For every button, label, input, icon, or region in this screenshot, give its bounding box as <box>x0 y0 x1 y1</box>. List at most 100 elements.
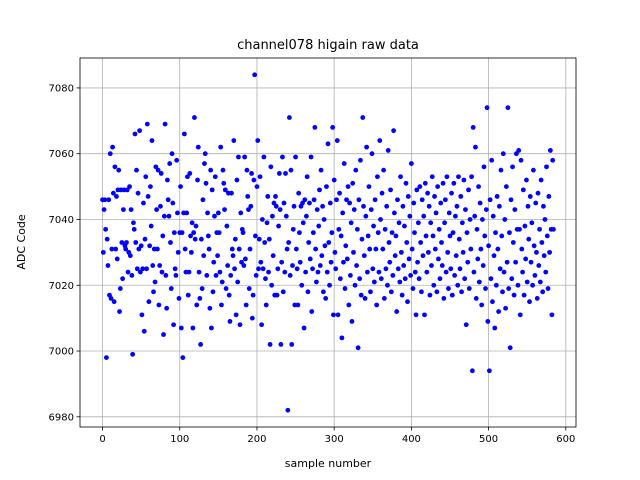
data-point <box>220 167 226 173</box>
data-point <box>435 184 441 189</box>
data-point <box>377 138 383 143</box>
data-point <box>392 210 397 216</box>
data-point <box>109 246 115 252</box>
y-tick-label: 7000 <box>49 347 74 358</box>
data-point <box>317 187 322 193</box>
data-point <box>116 167 122 173</box>
data-point <box>510 240 516 245</box>
data-point <box>155 167 161 173</box>
data-point <box>405 194 411 199</box>
data-point <box>240 230 246 236</box>
data-point <box>499 233 505 239</box>
data-point <box>172 266 178 272</box>
data-point <box>192 236 198 242</box>
data-point <box>340 210 346 216</box>
data-point <box>189 220 195 226</box>
data-point <box>550 157 556 163</box>
data-point <box>533 200 539 206</box>
data-point <box>242 154 248 160</box>
data-point <box>146 299 152 305</box>
x-tick-label: 200 <box>247 434 266 445</box>
data-point <box>510 164 515 170</box>
data-point <box>204 272 210 278</box>
data-point <box>113 246 119 252</box>
data-point <box>297 259 303 265</box>
data-point <box>324 269 330 275</box>
data-point <box>433 210 439 216</box>
data-point <box>320 289 326 295</box>
data-point <box>238 210 244 216</box>
data-point <box>124 240 129 245</box>
data-point <box>291 203 297 209</box>
data-point <box>176 296 182 301</box>
data-point <box>171 230 177 236</box>
data-point <box>221 180 227 186</box>
data-point <box>436 226 442 232</box>
data-point <box>475 256 481 262</box>
data-point <box>398 249 404 255</box>
data-point <box>264 220 270 226</box>
data-point <box>227 319 233 324</box>
data-point <box>276 223 281 229</box>
data-point <box>361 253 367 259</box>
y-tick-label: 7080 <box>49 83 74 94</box>
data-point <box>480 263 486 268</box>
data-point <box>437 276 443 282</box>
data-point <box>218 144 224 150</box>
data-point <box>130 351 136 357</box>
data-point <box>154 207 159 213</box>
data-point <box>525 203 531 209</box>
data-point <box>529 220 535 226</box>
data-point <box>547 148 553 153</box>
data-point <box>302 197 308 203</box>
data-point <box>310 266 315 272</box>
data-point <box>308 154 314 160</box>
x-tick-label: 400 <box>402 434 421 445</box>
data-point <box>538 177 544 183</box>
data-point <box>131 220 136 226</box>
data-point <box>532 272 538 278</box>
data-point <box>536 263 542 268</box>
data-point <box>341 259 346 265</box>
data-point <box>205 210 210 216</box>
data-point <box>367 246 373 252</box>
data-point <box>152 279 158 285</box>
data-point <box>157 263 163 268</box>
data-point <box>187 171 193 176</box>
data-point <box>364 269 370 275</box>
data-point <box>195 177 200 183</box>
data-point <box>412 230 417 236</box>
data-point <box>375 230 381 236</box>
data-point <box>543 269 549 275</box>
data-point <box>497 266 503 272</box>
data-point <box>366 184 372 189</box>
data-point <box>423 233 429 239</box>
data-point <box>347 272 353 278</box>
data-point <box>363 213 369 219</box>
data-point <box>381 167 386 173</box>
data-point <box>328 259 334 265</box>
data-point <box>386 240 392 245</box>
data-point <box>379 190 385 196</box>
data-point <box>285 407 291 413</box>
data-point <box>353 167 359 173</box>
data-point <box>398 174 403 180</box>
data-point <box>530 167 536 173</box>
data-point <box>327 200 333 206</box>
data-point <box>104 236 110 242</box>
data-point <box>351 249 356 255</box>
data-point <box>410 286 416 291</box>
data-point <box>385 282 390 288</box>
data-point <box>392 253 398 259</box>
data-point <box>327 282 332 288</box>
data-point <box>535 190 541 196</box>
data-point <box>456 236 462 242</box>
data-point <box>280 154 285 160</box>
data-point <box>540 289 546 295</box>
data-point <box>508 197 514 203</box>
data-point <box>352 282 358 288</box>
data-point <box>110 144 115 150</box>
data-point <box>429 174 435 180</box>
data-point <box>414 187 420 193</box>
data-point <box>142 236 148 242</box>
